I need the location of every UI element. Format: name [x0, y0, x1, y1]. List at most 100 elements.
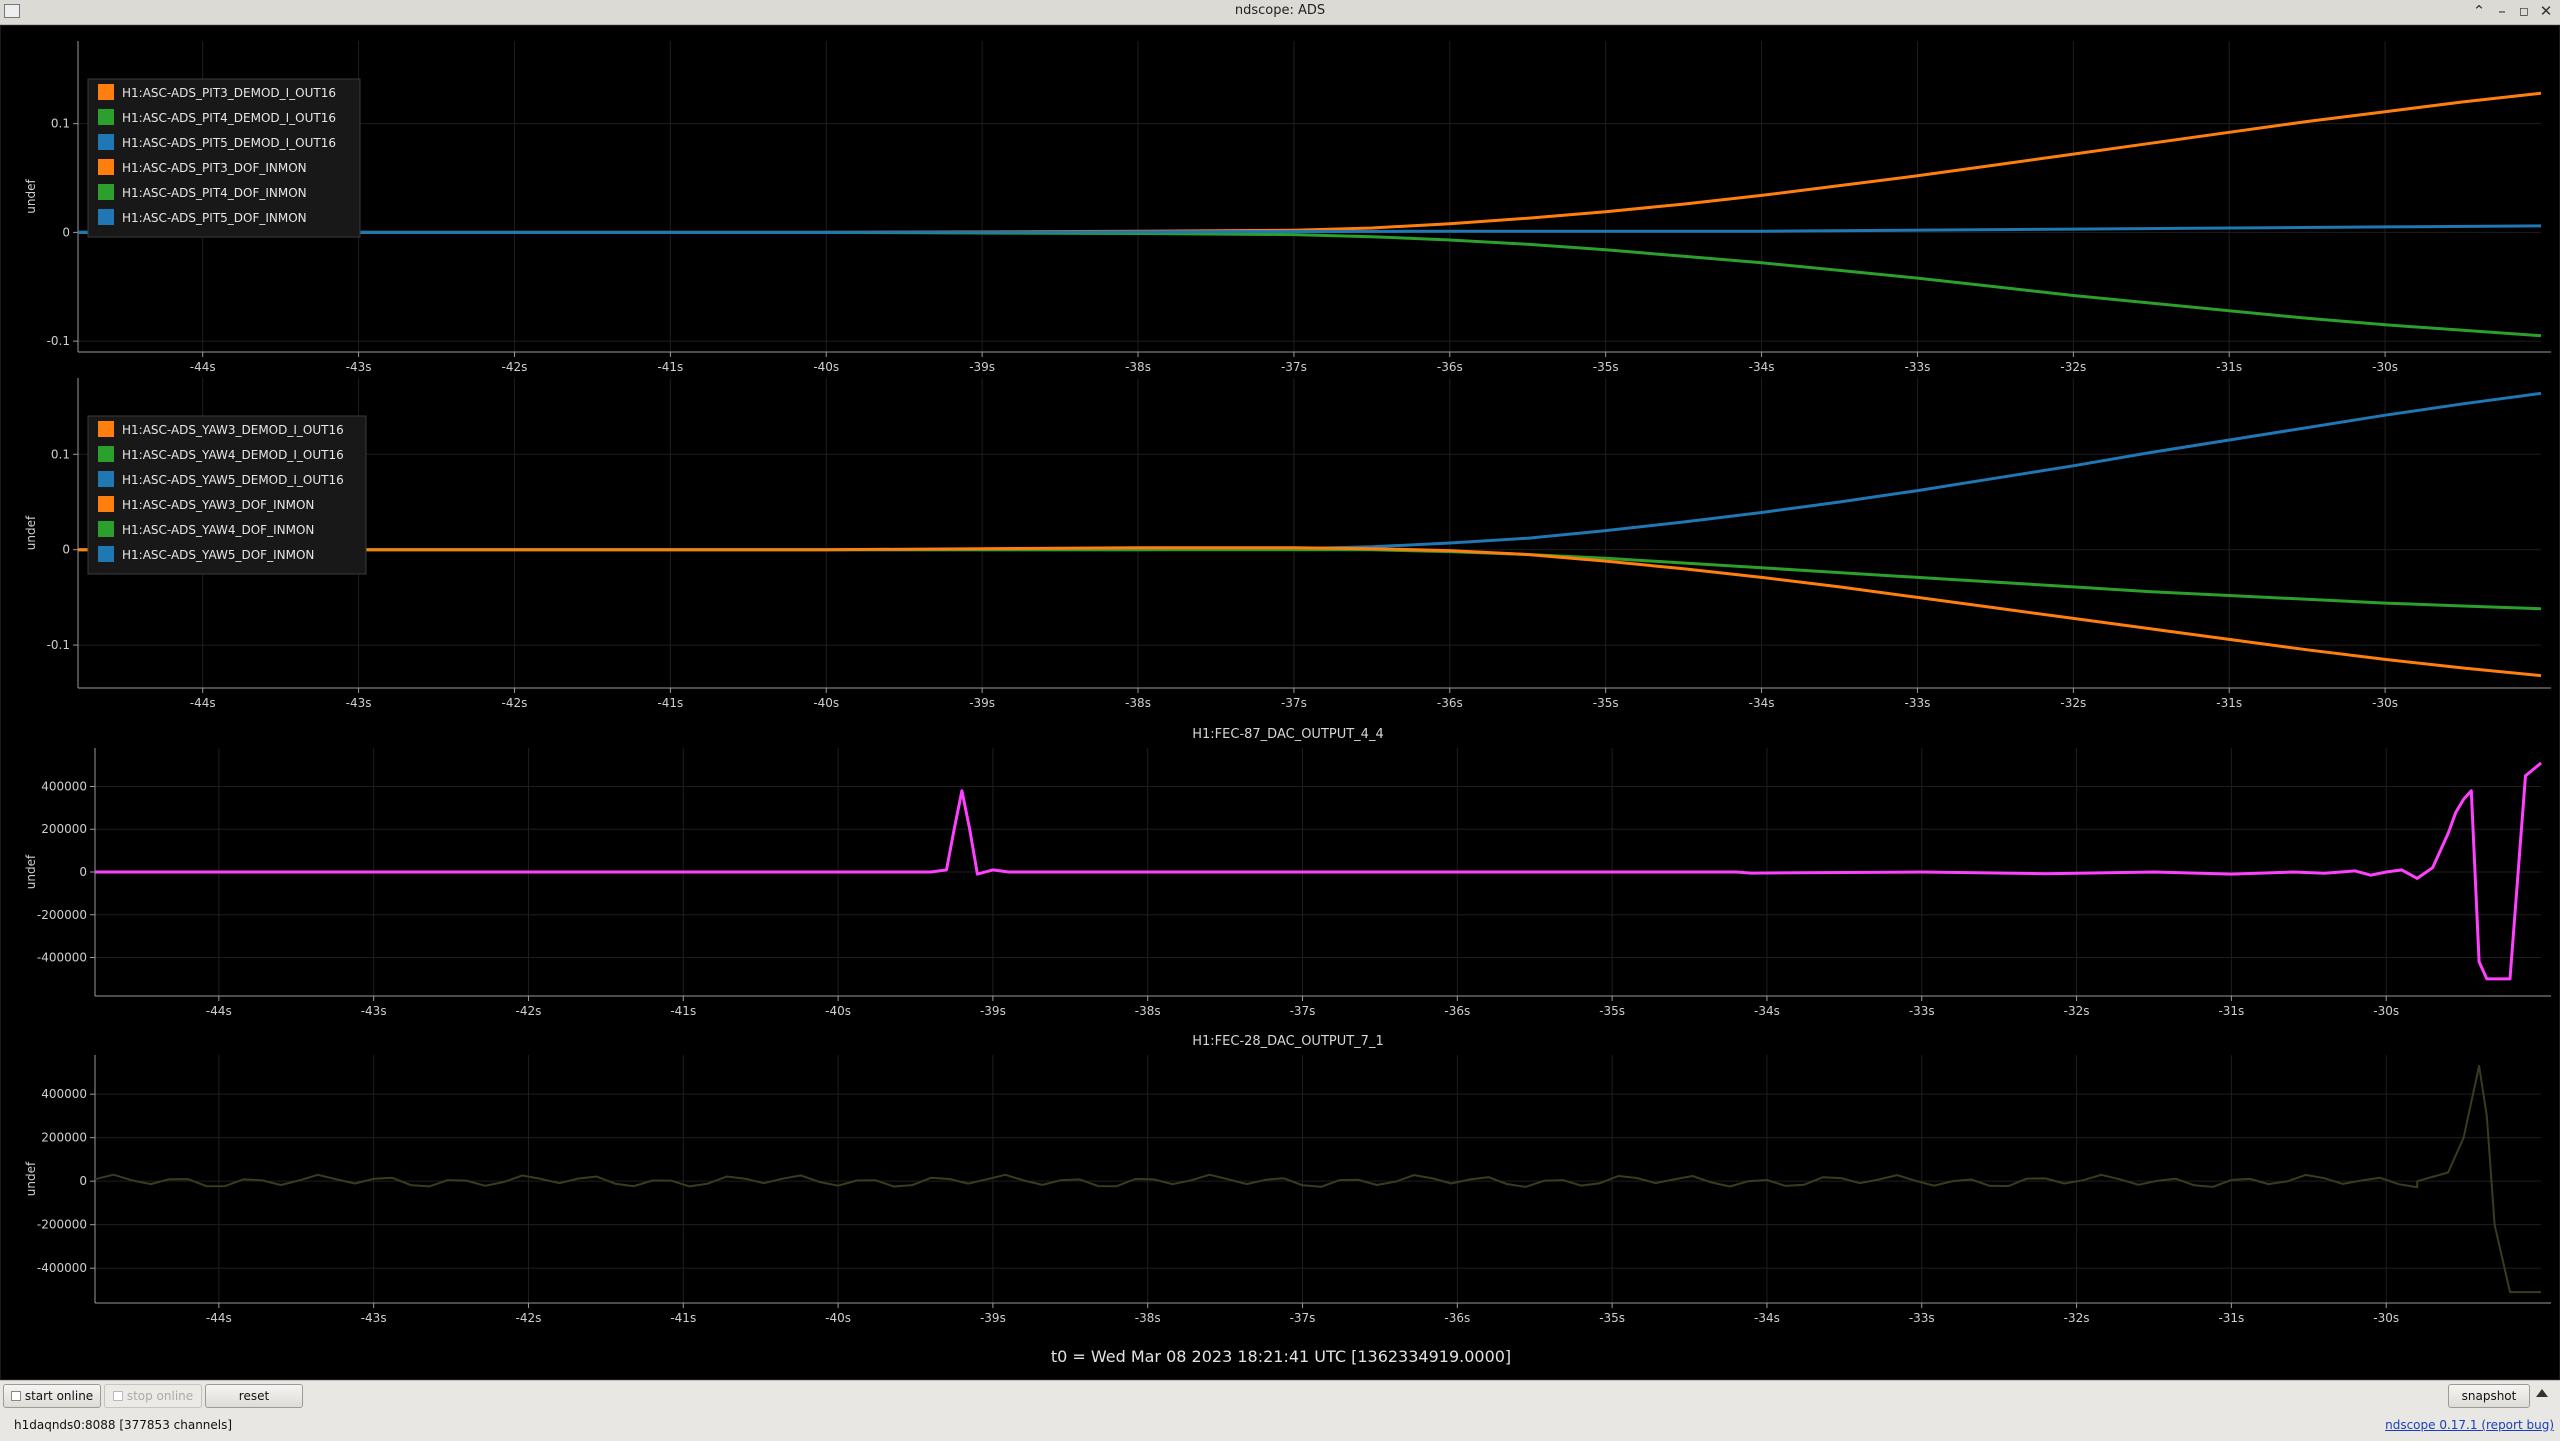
y-tick-label: 0.1 — [51, 117, 70, 131]
series-line — [78, 548, 2542, 611]
y-axis-label: undef — [24, 179, 38, 214]
window-titlebar: ndscope: ADS ⌃ – ◻ ✕ — [0, 0, 2560, 25]
stop-online-button[interactable]: stop online — [104, 1384, 202, 1408]
legend-label: H1:ASC-ADS_YAW3_DOF_INMON — [122, 498, 314, 512]
snapshot-button[interactable]: snapshot — [2448, 1384, 2530, 1408]
x-tick-label: -35s — [1593, 360, 1619, 374]
x-tick-label: -40s — [825, 1004, 851, 1018]
start-icon — [10, 1391, 21, 1401]
legend-swatch — [98, 184, 114, 200]
x-tick-label: -37s — [1281, 360, 1307, 374]
x-tick-label: -44s — [206, 1311, 232, 1325]
x-tick-label: -38s — [1135, 1004, 1161, 1018]
x-tick-label: -32s — [2064, 1004, 2090, 1018]
y-tick-label: 0.1 — [51, 447, 70, 461]
maximize-icon[interactable]: ◻ — [2519, 4, 2529, 18]
plot-title: H1:FEC-28_DAC_OUTPUT_7_1 — [1192, 1034, 1383, 1049]
legend-swatch — [98, 421, 114, 437]
reset-button[interactable]: reset — [205, 1384, 303, 1408]
legend-swatch — [98, 84, 114, 100]
x-tick-label: -44s — [190, 360, 216, 374]
reset-label: reset — [238, 1389, 270, 1403]
legend-box — [87, 78, 361, 238]
y-tick-label: 0 — [62, 225, 70, 239]
y-tick-label: 200000 — [41, 822, 87, 836]
y-tick-label: 0 — [79, 1174, 87, 1188]
x-tick-label: -43s — [346, 360, 372, 374]
minimize-icon[interactable]: – — [2498, 2, 2506, 20]
plot-pit[interactable]: -44s -43s -42s -41s -40s -39s -38s -37s -36s -35s… — [24, 41, 2551, 374]
close-icon[interactable]: ✕ — [2539, 2, 2553, 20]
series-line — [78, 230, 2542, 338]
legend-label: H1:ASC-ADS_YAW4_DEMOD_I_OUT16 — [122, 448, 344, 462]
series-line — [78, 546, 2542, 678]
x-tick-label: -38s — [1125, 360, 1151, 374]
legend-label: H1:ASC-ADS_YAW3_DEMOD_I_OUT16 — [122, 423, 344, 437]
x-tick-label: -37s — [1290, 1311, 1316, 1325]
x-tick-label: -31s — [2216, 696, 2242, 710]
x-tick-label: -43s — [361, 1004, 387, 1018]
x-tick-label: -35s — [1599, 1311, 1625, 1325]
y-tick-label: 400000 — [41, 779, 87, 793]
x-tick-label: -36s — [1437, 696, 1463, 710]
x-tick-label: -37s — [1290, 1004, 1316, 1018]
x-tick-label: -44s — [206, 1004, 232, 1018]
x-tick-label: -42s — [502, 696, 528, 710]
t0-label: t0 = Wed Mar 08 2023 18:21:41 UTC [13623… — [1051, 1347, 1511, 1366]
keep-above-icon[interactable]: ⌃ — [2472, 2, 2486, 20]
x-tick-label: -33s — [1905, 360, 1931, 374]
legend-label: H1:ASC-ADS_PIT4_DEMOD_I_OUT16 — [122, 111, 336, 125]
x-tick-label: -37s — [1281, 696, 1307, 710]
version-link[interactable]: ndscope 0.17.1 — [2385, 1418, 2478, 1432]
x-tick-label: -43s — [346, 696, 372, 710]
plot-area[interactable]: -44s -43s -42s -41s -40s -39s -38s -37s -36s -35s… — [0, 25, 2560, 1380]
x-tick-label: -34s — [1754, 1311, 1780, 1325]
plot-title: H1:FEC-87_DAC_OUTPUT_4_4 — [1192, 727, 1383, 742]
legend[interactable]: H1:ASC-ADS_PIT3_DEMOD_I_OUT16 H1:ASC-ADS_… — [87, 78, 361, 238]
x-tick-label: -41s — [670, 1311, 696, 1325]
y-tick-label: -200000 — [37, 1218, 87, 1232]
x-tick-label: -30s — [2373, 1004, 2399, 1018]
legend[interactable]: H1:ASC-ADS_YAW3_DEMOD_I_OUT16 H1:ASC-ADS_… — [87, 415, 367, 575]
stop-icon — [112, 1391, 123, 1401]
app-icon — [4, 4, 20, 18]
legend-swatch — [98, 446, 114, 462]
start-online-button[interactable]: start online — [3, 1384, 101, 1408]
legend-label: H1:ASC-ADS_YAW5_DEMOD_I_OUT16 — [122, 473, 344, 487]
legend-label: H1:ASC-ADS_YAW5_DOF_INMON — [122, 548, 314, 562]
legend-swatch — [98, 546, 114, 562]
plot-fec87[interactable]: -44s -43s -42s -41s -40s -39s -38s -37s -36s -35s… — [24, 727, 2551, 1018]
y-axis-label: undef — [24, 1161, 38, 1196]
legend-label: H1:ASC-ADS_YAW4_DOF_INMON — [122, 523, 314, 537]
x-tick-label: -39s — [980, 1311, 1006, 1325]
legend-label: H1:ASC-ADS_PIT3_DOF_INMON — [122, 161, 307, 175]
y-tick-label: -200000 — [37, 908, 87, 922]
x-tick-label: -43s — [361, 1311, 387, 1325]
x-tick-label: -39s — [969, 696, 995, 710]
x-tick-label: -41s — [657, 360, 683, 374]
x-tick-label: -30s — [2372, 696, 2398, 710]
series-line — [78, 91, 2542, 234]
plot-fec28[interactable]: -44s -43s -42s -41s -40s -39s -38s -37s -36s -35s… — [24, 1034, 2551, 1325]
y-tick-label: 0 — [79, 865, 87, 879]
plot-yaw[interactable]: -44s -43s -42s -41s -40s -39s -38s -37s -36s -35s… — [24, 378, 2551, 710]
plots-canvas[interactable]: -44s -43s -42s -41s -40s -39s -38s -37s -36s -35s… — [1, 26, 2559, 1379]
x-tick-label: -30s — [2373, 1311, 2399, 1325]
y-tick-label: 0 — [62, 543, 70, 557]
x-tick-label: -33s — [1909, 1311, 1935, 1325]
y-tick-label: 400000 — [41, 1087, 87, 1101]
x-tick-label: -34s — [1754, 1004, 1780, 1018]
legend-label: H1:ASC-ADS_PIT5_DOF_INMON — [122, 211, 307, 225]
legend-swatch — [98, 134, 114, 150]
legend-box — [87, 415, 367, 575]
legend-label: H1:ASC-ADS_PIT3_DEMOD_I_OUT16 — [122, 86, 336, 100]
x-tick-label: -30s — [2372, 360, 2398, 374]
x-tick-label: -34s — [1749, 696, 1775, 710]
x-tick-label: -36s — [1444, 1004, 1470, 1018]
bottom-toolbar: start online stop online reset snapshot … — [0, 1380, 2560, 1441]
report-bug-link[interactable]: (report bug) — [2481, 1418, 2554, 1432]
start-online-label: start online — [24, 1389, 94, 1403]
version-links: ndscope 0.17.1 (report bug) — [2385, 1418, 2554, 1432]
expand-up-icon[interactable] — [2536, 1389, 2548, 1397]
x-tick-label: -36s — [1437, 360, 1463, 374]
